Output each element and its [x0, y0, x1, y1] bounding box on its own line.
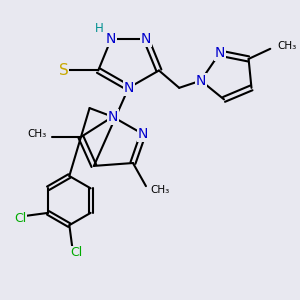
Text: N: N	[196, 74, 206, 88]
Text: Cl: Cl	[70, 246, 83, 259]
Text: CH₃: CH₃	[278, 41, 297, 51]
Text: N: N	[123, 81, 134, 95]
Text: CH₃: CH₃	[27, 129, 46, 139]
Text: Cl: Cl	[14, 212, 27, 225]
Text: N: N	[107, 110, 118, 124]
Text: N: N	[141, 32, 151, 46]
Text: N: N	[138, 127, 148, 141]
Text: H: H	[95, 22, 104, 35]
Text: N: N	[106, 32, 116, 46]
Text: S: S	[59, 63, 68, 78]
Text: N: N	[214, 46, 225, 60]
Text: CH₃: CH₃	[150, 185, 170, 196]
